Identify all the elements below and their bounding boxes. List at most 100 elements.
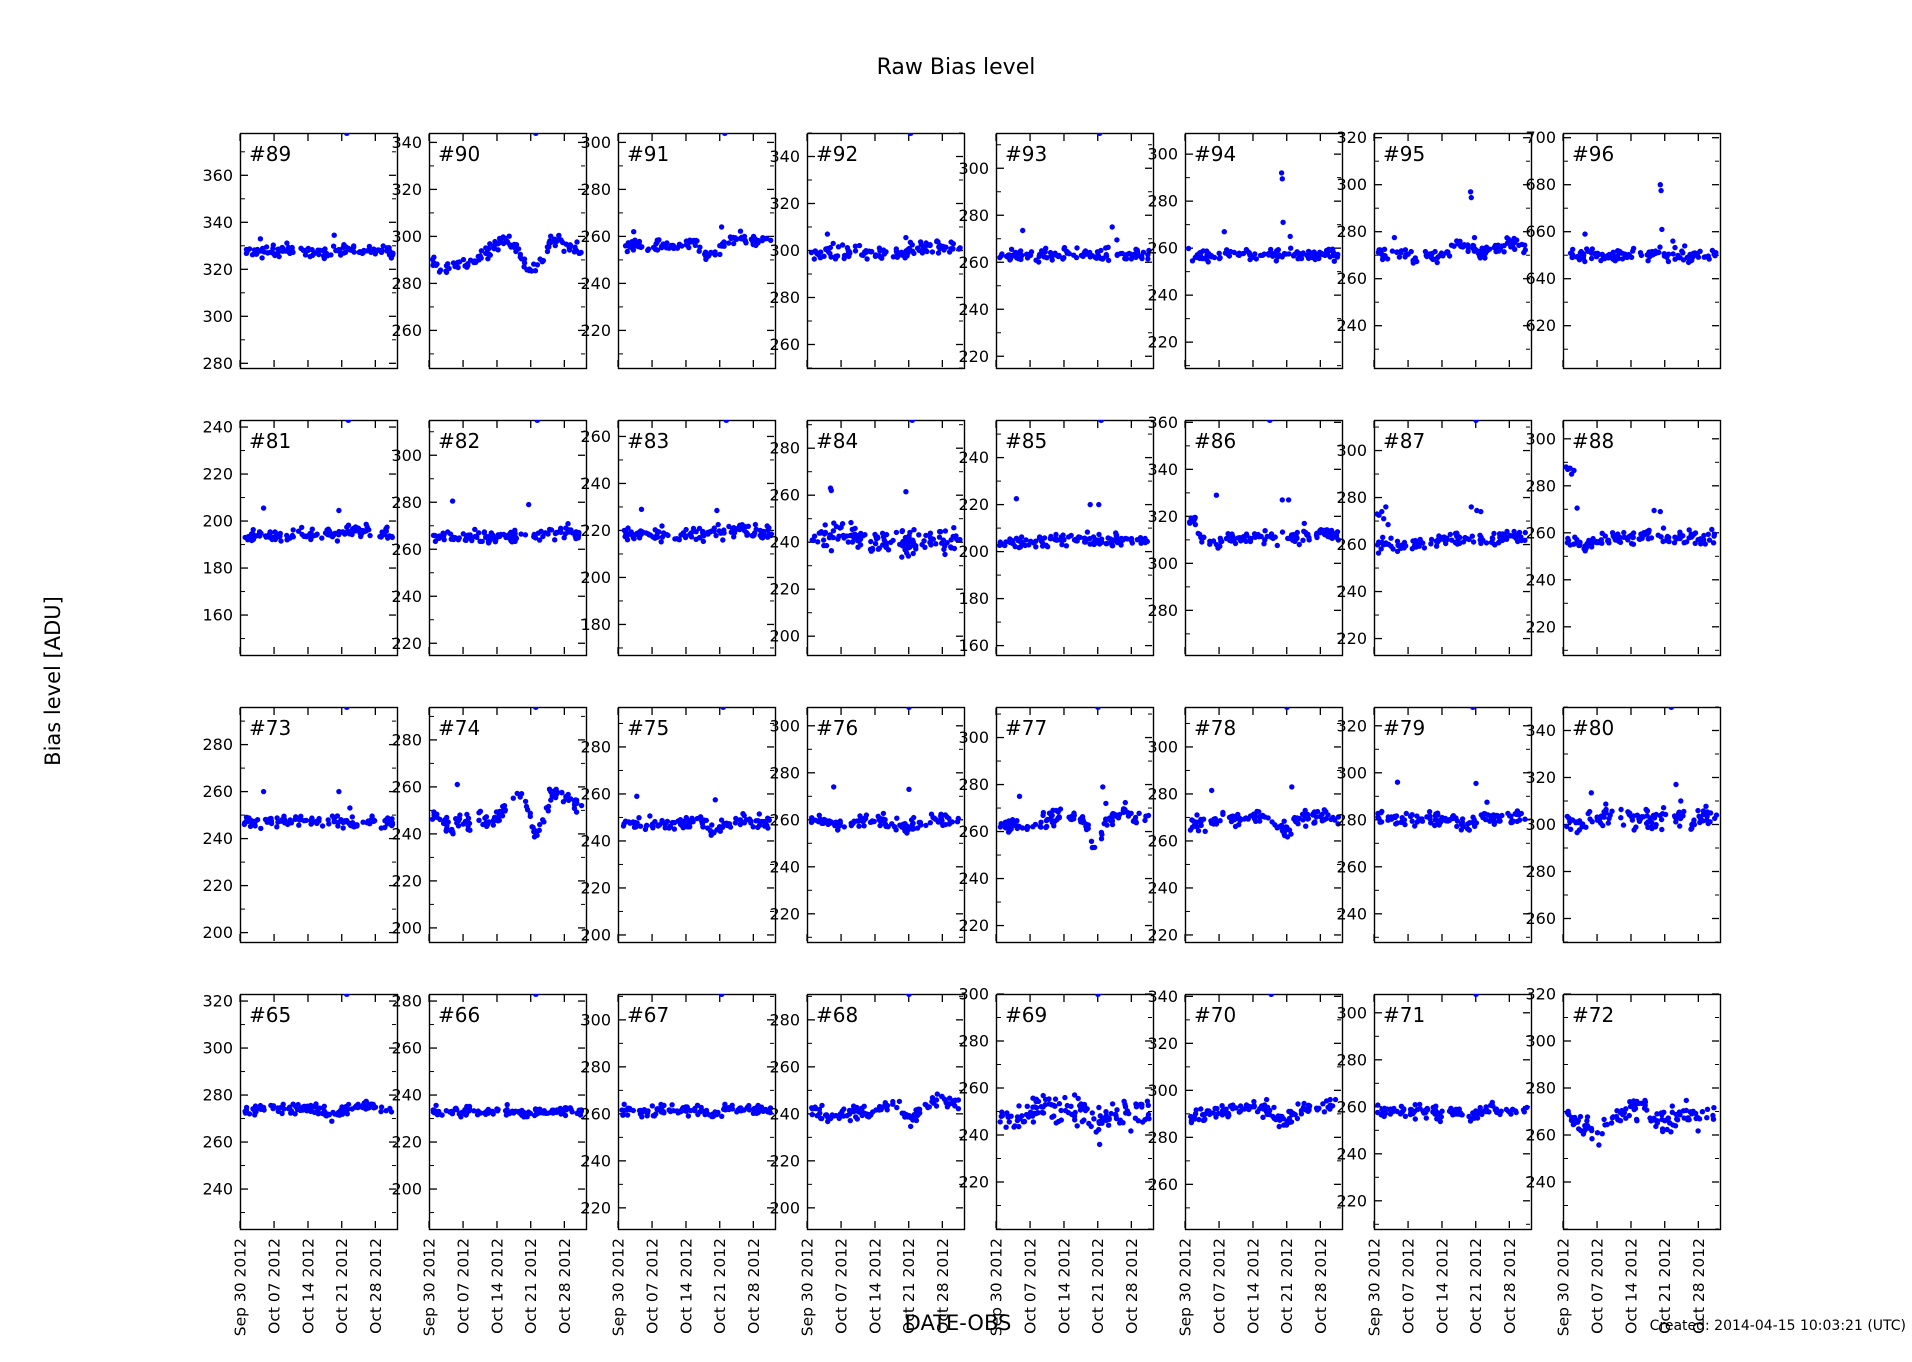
y-tick-label: 260: [769, 810, 800, 829]
y-tick-label: 360: [1147, 413, 1178, 432]
x-tick-label: Oct 14 2012: [866, 1238, 884, 1334]
outlier-point: [1020, 227, 1026, 234]
outlier-point: [1301, 520, 1308, 527]
scatter-points: [1564, 707, 1720, 836]
outlier-point: [1221, 229, 1228, 235]
y-tick-label: 260: [1147, 831, 1178, 850]
y-tick-label: 260: [769, 486, 800, 505]
clipped-outlier-point: [1473, 420, 1479, 423]
y-tick-label: 280: [391, 274, 422, 293]
y-tick-label: 300: [391, 446, 422, 465]
x-tick-label: Oct 21 2012: [522, 1238, 540, 1334]
y-tick-label: 300: [1147, 737, 1178, 756]
y-tick-label: 200: [202, 923, 233, 942]
x-tick-label: Oct 14 2012: [1244, 1238, 1262, 1334]
y-tick-label: 280: [1147, 601, 1178, 620]
y-tick-label: 260: [580, 784, 611, 803]
clipped-outlier-point: [1268, 994, 1275, 997]
scatter-points: [1185, 170, 1341, 265]
outlier-point: [1567, 465, 1573, 471]
clipped-outlier-point: [906, 707, 912, 710]
panel-label: #83: [627, 429, 669, 453]
outlier-point: [336, 507, 342, 514]
axes-frame: [1184, 706, 1344, 944]
panel-label: #84: [816, 429, 858, 453]
y-tick-label: 200: [580, 925, 611, 944]
y-tick-label: 240: [958, 300, 989, 319]
axes-frame: [995, 419, 1155, 657]
y-tick-label: 240: [580, 274, 611, 293]
axes-frame: [1373, 993, 1533, 1231]
y-tick-label: 280: [202, 1086, 233, 1105]
outlier-point: [526, 501, 532, 508]
panel-label: #74: [438, 716, 480, 740]
y-tick-label: 240: [958, 1126, 989, 1145]
outlier-point: [1289, 784, 1295, 790]
outlier-point: [714, 507, 720, 514]
y-tick-label: 300: [1336, 763, 1367, 782]
y-tick-label: 280: [1336, 1050, 1367, 1069]
y-tick-label: 240: [580, 1151, 611, 1170]
x-tick-label: Oct 14 2012: [488, 1238, 506, 1334]
outlier-point: [1594, 1130, 1601, 1136]
outlier-point: [1391, 234, 1398, 241]
y-tick-label: 280: [1336, 488, 1367, 507]
y-tick-label: 240: [1525, 570, 1556, 589]
outlier-point: [1638, 1100, 1645, 1107]
clipped-outlier-point: [343, 133, 350, 136]
subplot-94: 220 240 260 280 300 #94: [1147, 132, 1344, 370]
y-tick-label: 260: [202, 782, 233, 801]
y-tick-label: 300: [1525, 815, 1556, 834]
x-tick-label: Oct 28 2012: [1690, 1238, 1708, 1334]
y-tick-label: 700: [1525, 128, 1556, 147]
subplot-86: 280 300 320 340 360 #86: [1147, 413, 1344, 657]
y-tick-label: 220: [391, 871, 422, 890]
y-tick-label: 200: [391, 1180, 422, 1199]
axes-frame: [1562, 419, 1722, 657]
y-tick-label: 220: [580, 521, 611, 540]
axes-frame: [239, 419, 399, 657]
outlier-point: [1114, 237, 1120, 243]
x-tick-label: Oct 28 2012: [1312, 1238, 1330, 1334]
outlier-point: [903, 489, 909, 495]
outlier-point: [903, 234, 909, 241]
subplot-70: 260 280 300 320 340 Sep 30 2012 Oct 07 2012 Oct…: [1147, 987, 1344, 1336]
y-tick-label: 240: [1336, 316, 1367, 335]
outlier-point: [1651, 507, 1657, 514]
y-tick-label: 220: [202, 876, 233, 895]
outlier-point: [1100, 784, 1106, 790]
subplot-84: 200 220 240 260 280 #84: [769, 419, 966, 657]
y-tick-label: 300: [1525, 429, 1556, 448]
y-tick-label: 260: [1336, 857, 1367, 876]
y-tick-label: 240: [1336, 904, 1367, 923]
outlier-point: [1478, 508, 1484, 515]
y-tick-label: 200: [958, 542, 989, 561]
y-tick-label: 300: [391, 227, 422, 246]
y-tick-label: 280: [202, 735, 233, 754]
axes-frame: [428, 706, 588, 944]
chart-title: Raw Bias level: [877, 55, 1036, 80]
y-tick-label: 300: [1336, 175, 1367, 194]
outlier-point: [1574, 505, 1580, 511]
outlier-point: [1658, 187, 1664, 194]
scatter-points: [808, 133, 963, 262]
y-tick-label: 280: [580, 180, 611, 199]
subplot-96: 620 640 660 680 700 #96: [1525, 128, 1722, 370]
outlier-point: [1103, 800, 1109, 807]
y-tick-label: 340: [1147, 460, 1178, 479]
panel-label: #86: [1194, 429, 1236, 453]
y-tick-label: 280: [391, 992, 422, 1011]
clipped-outlier-point: [718, 994, 725, 997]
axes-frame: [1184, 132, 1344, 370]
clipped-outlier-point: [1095, 994, 1101, 997]
y-tick-label: 320: [1525, 985, 1556, 1004]
subplot-74: 200 220 240 260 280 #74: [391, 706, 588, 944]
panel-label: #88: [1572, 429, 1614, 453]
x-tick-label: Sep 30 2012: [1177, 1238, 1195, 1336]
outlier-point: [824, 231, 831, 237]
y-tick-label: 240: [769, 533, 800, 552]
outlier-point: [1016, 793, 1023, 799]
outlier-point: [1385, 521, 1391, 528]
outlier-point: [631, 229, 637, 235]
y-tick-label: 280: [769, 763, 800, 782]
